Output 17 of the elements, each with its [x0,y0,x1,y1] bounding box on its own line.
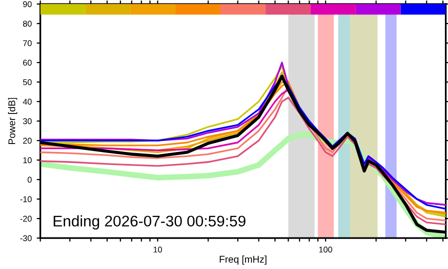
y-tick-label: 30 [23,118,32,124]
y-tick-label: 60 [23,60,32,66]
y-tick-label: 0 [28,176,32,183]
x-tick-label: 100 [319,246,332,253]
y-axis-title: Power [dB] [8,98,18,144]
annotation: Ending 2026-07-30 00:59:59 [54,215,246,230]
y-tick-label: 20 [23,138,32,144]
y-tick-label: -20 [20,216,32,222]
y-tick-label: -30 [20,235,32,242]
y-tick-label: 80 [23,20,32,27]
y-tick-label: 10 [23,157,32,164]
y-tick-label: 90 [23,1,32,8]
x-axis-title: Freq [mHz] [220,256,266,265]
y-tick-label: 50 [23,79,32,86]
y-tick-label: 40 [22,98,32,105]
y-tick-label: -10 [20,196,32,202]
y-tick-label: 70 [23,40,32,46]
